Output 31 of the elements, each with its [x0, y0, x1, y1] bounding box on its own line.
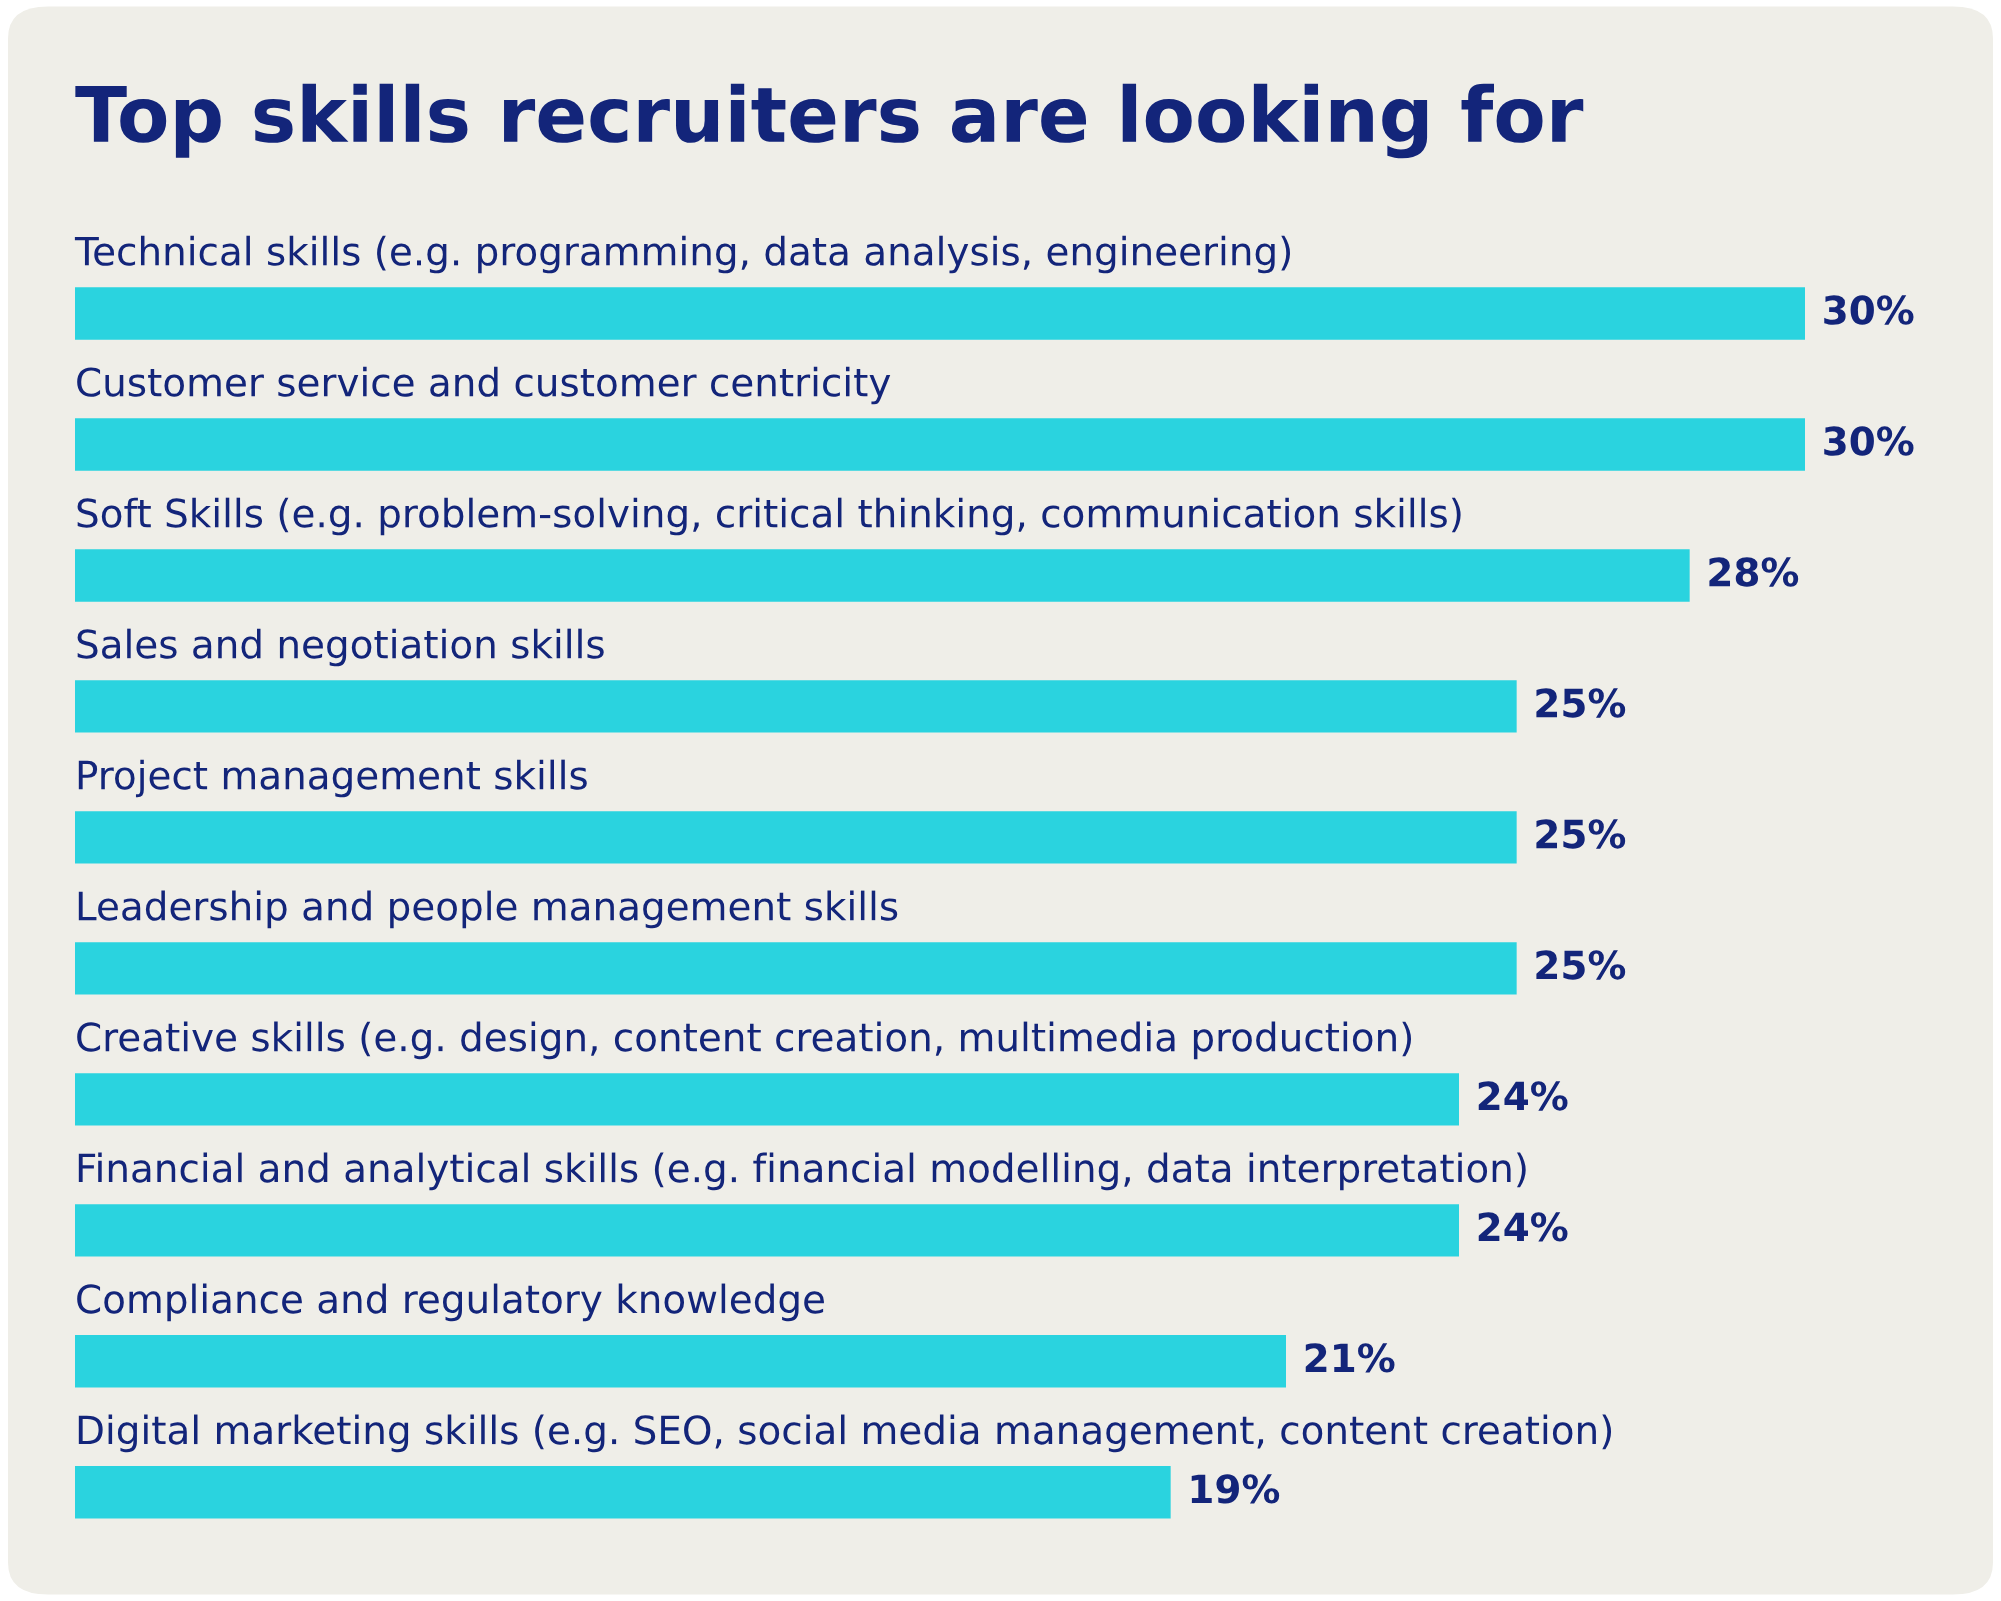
- data-label: 30%: [1824, 295, 1914, 325]
- y-tick-label: Financial and analytical skills (e.g. financial modelling, data interpretation): [78, 1152, 1526, 1191]
- y-tick-label: Sales and negotiation skills: [77, 628, 604, 667]
- data-label: 24%: [1478, 1081, 1568, 1111]
- bar: [75, 680, 1517, 733]
- bar: [75, 1204, 1459, 1257]
- data-label: 19%: [1191, 1474, 1280, 1504]
- bar: [75, 287, 1805, 340]
- bar: [75, 549, 1690, 602]
- bar: [75, 811, 1517, 864]
- y-tick-label: Creative skills (e.g. design, content creation, multimedia production): [77, 1021, 1412, 1060]
- y-tick-label: Soft Skills (e.g. problem-solving, critical thinking, communication skills): [77, 497, 1461, 536]
- data-label: 25%: [1536, 950, 1626, 980]
- data-label: 24%: [1478, 1212, 1568, 1242]
- data-label: 21%: [1305, 1343, 1395, 1373]
- bar: [75, 1466, 1171, 1519]
- bar: [75, 418, 1805, 471]
- y-tick-label: Digital marketing skills (e.g. SEO, social media management, content creation): [78, 1414, 1612, 1453]
- y-tick-label: Project management skills: [78, 759, 587, 798]
- data-label: 30%: [1824, 426, 1914, 456]
- data-label: 25%: [1536, 819, 1626, 849]
- data-label: 28%: [1709, 557, 1799, 587]
- y-tick-label: Customer service and customer centricity: [77, 366, 891, 405]
- y-tick-label: Technical skills (e.g. programming, data analysis, engineering): [74, 235, 1290, 274]
- bar: [75, 942, 1517, 995]
- data-label: 25%: [1536, 688, 1626, 718]
- y-tick-label: Compliance and regulatory knowledge: [77, 1283, 824, 1322]
- chart-title: Top skills recruiters are looking for: [75, 83, 1584, 159]
- bar: [75, 1335, 1286, 1388]
- bar: [75, 1073, 1459, 1126]
- y-tick-label: Leadership and people management skills: [78, 890, 898, 929]
